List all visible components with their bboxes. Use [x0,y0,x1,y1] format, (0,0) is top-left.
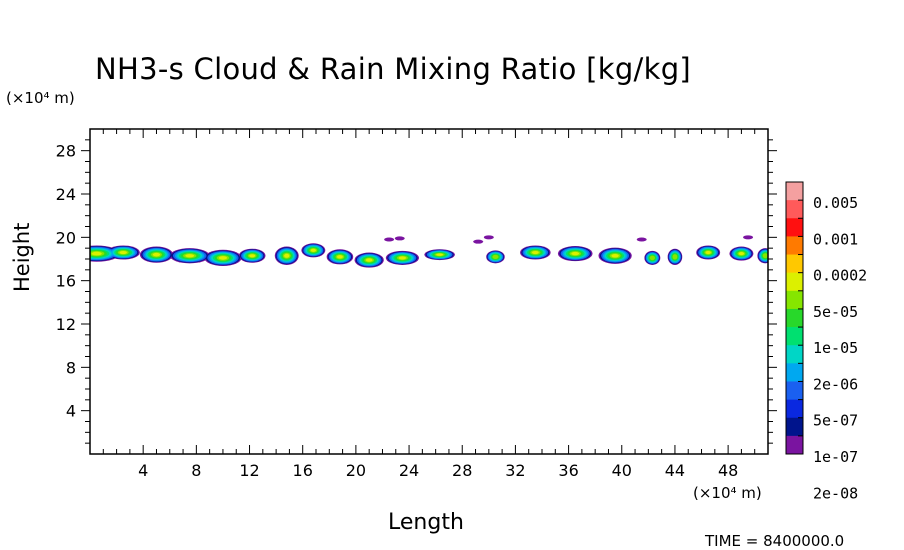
colorbar-label: 1e-05 [813,339,858,357]
cloud-cell [185,254,195,258]
x-axis-label: Length [388,510,464,535]
x-tick-label: 40 [612,461,632,480]
cloud-cell [738,252,745,256]
y-tick-label: 4 [66,402,76,421]
colorbar-swatch [786,381,803,401]
cloud-cell [611,253,619,258]
y-unit-label: (×10⁴ m) [6,89,75,107]
colorbar-swatch [786,218,803,237]
cloud-cell [310,248,316,252]
cloud-cell [91,251,102,256]
colorbar-label: 0.005 [813,194,858,212]
cloud-cell [762,253,768,259]
colorbar-label: 5e-05 [813,303,858,321]
y-axis-label: Height [10,222,34,292]
cloud-cell [365,258,373,262]
colorbar-label: 2e-08 [813,484,858,502]
y-tick-label: 24 [56,185,76,204]
colorbar-label: 0.001 [813,230,858,248]
cloud-field [90,235,768,268]
x-tick-label: 24 [399,461,419,480]
x-tick-label: 8 [191,461,201,480]
cloud-cell [284,253,290,258]
plot-frame [89,128,769,455]
cloud-cell [436,253,443,256]
colorbar-label: 1e-07 [813,448,858,466]
colorbar-swatch [786,417,803,437]
x-tick-label: 44 [665,461,685,480]
time-stamp: TIME = 8400000.0 [705,532,845,550]
x-tick-label: 4 [138,461,148,480]
colorbar-swatch [786,272,803,292]
cloud-cell [394,236,405,241]
cloud-cell [398,256,407,260]
colorbar-label: 2e-06 [813,375,858,393]
colorbar-swatch [786,200,803,219]
cloud-cell [473,239,484,244]
colorbar-label: 5e-07 [813,412,858,430]
x-tick-label: 48 [718,461,738,480]
colorbar-frame [785,181,804,455]
colorbar-swatch [786,290,803,310]
y-tick-label: 20 [56,228,76,247]
x-tick-label: 32 [505,461,525,480]
colorbar-label: 0.0002 [813,267,867,285]
y-tick-label: 8 [66,358,76,377]
colorbar-swatch [786,254,803,274]
cloud-cell [743,235,754,240]
cloud-cell [531,250,539,255]
cloud-cell [119,250,127,255]
colorbar-swatch [786,236,803,256]
x-tick-label: 12 [239,461,259,480]
cloud-cell [152,252,161,257]
cloud-cell [672,254,678,260]
x-tick-label: 16 [293,461,313,480]
cloud-cell [483,235,494,240]
colorbar-swatch [786,308,803,328]
colorbar-swatch [786,399,803,419]
colorbar-swatch [786,435,803,455]
cloud-cell [218,256,228,260]
x-tick-label: 28 [452,461,472,480]
colorbar-swatch [786,182,803,201]
cloud-cell [492,254,499,259]
x-unit-label: (×10⁴ m) [693,484,762,502]
cloud-cell [649,255,655,261]
y-tick-label: 12 [56,315,76,334]
colorbar: 0.005 0.001 0.0002 5e-05 1e-05 2e-06 5e-07 1e-0… [785,181,867,502]
x-tick-label: 36 [558,461,578,480]
y-tick-label: 28 [56,142,76,161]
cloud-cell [705,250,711,255]
colorbar-swatch [786,363,803,382]
cloud-cell [337,255,343,259]
chart-title: NH3-s Cloud & Rain Mixing Ratio [kg/kg] [95,52,692,86]
cloud-cell [636,237,647,242]
y-tick-label: 16 [56,272,76,291]
cloud-cell [249,254,256,258]
cloud-cell [384,237,395,242]
colorbar-swatch [786,345,803,364]
cloud-cell [571,251,580,256]
colorbar-swatch [786,327,803,346]
x-tick-label: 20 [346,461,366,480]
